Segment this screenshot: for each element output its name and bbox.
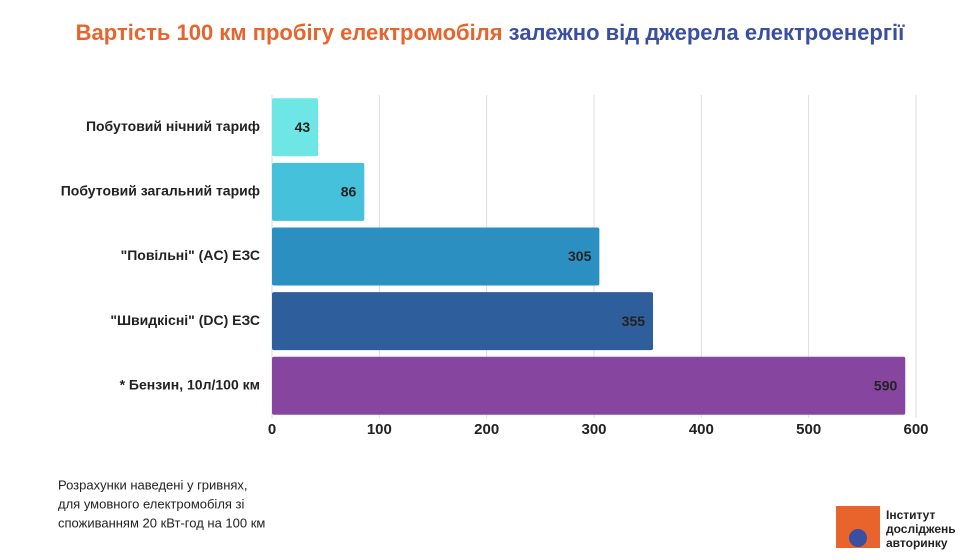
bar (272, 292, 654, 351)
x-tick-label: 500 (796, 421, 821, 438)
logo-text: авторинку (886, 536, 948, 550)
x-tick-label: 600 (903, 421, 928, 438)
x-tick-label: 100 (367, 421, 392, 438)
x-tick-label: 0 (268, 421, 276, 438)
value-label: 86 (341, 184, 357, 200)
x-tick-label: 300 (581, 421, 606, 438)
logo-text: досліджень (886, 522, 956, 536)
logo (836, 506, 880, 548)
value-label: 43 (295, 119, 311, 135)
x-tick-label: 400 (689, 421, 714, 438)
y-tick-label: * Бензин, 10л/100 км (120, 376, 260, 392)
footnote: Розрахунки наведені у гривнях, (58, 477, 248, 492)
logo-text: Інститут (886, 508, 936, 522)
bar (272, 162, 365, 221)
bar (272, 356, 906, 415)
chart-title: Вартість 100 км пробігу електромобіля за… (76, 20, 905, 45)
x-tick-label: 200 (474, 421, 499, 438)
y-tick-label: Побутовий нічний тариф (86, 118, 260, 134)
bar (272, 227, 600, 286)
y-tick-label: "Повільні" (AC) ЕЗС (121, 247, 260, 263)
value-label: 590 (874, 377, 898, 393)
title-part: Вартість 100 км пробігу електромобіля (76, 20, 503, 45)
y-tick-label: Побутовий загальний тариф (61, 183, 260, 199)
value-label: 305 (568, 248, 592, 264)
footnote: споживанням 20 кВт-год на 100 км (58, 515, 265, 530)
logo-icon (849, 529, 867, 547)
y-tick-label: "Швидкісні" (DC) ЕЗС (110, 312, 260, 328)
value-label: 355 (622, 313, 646, 329)
title-part: залежно від джерела електроенергії (509, 20, 905, 45)
footnote: для умовного електромобіля зі (58, 496, 245, 511)
bar (272, 98, 319, 157)
